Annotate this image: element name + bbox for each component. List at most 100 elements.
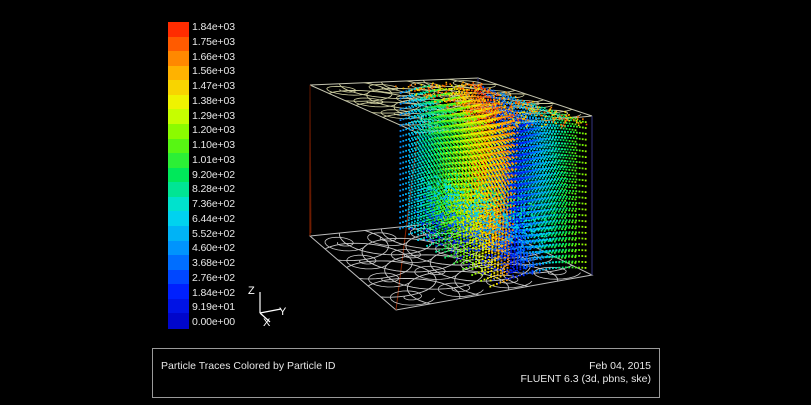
particle-point — [403, 129, 405, 131]
particle-point — [451, 217, 453, 219]
particle-point — [431, 176, 433, 178]
particle-point — [415, 127, 417, 129]
particle-point — [405, 101, 407, 103]
particle-point — [423, 99, 425, 101]
particle-point — [409, 151, 411, 153]
particle-point — [438, 148, 440, 150]
particle-point — [414, 215, 416, 217]
particle-point — [526, 156, 528, 158]
particle-point — [427, 164, 429, 166]
particle-point — [402, 227, 404, 229]
particle-point — [436, 234, 438, 236]
particle-point — [457, 150, 459, 152]
particle-point — [415, 122, 417, 124]
particle-point — [422, 121, 424, 123]
particle-point — [405, 182, 407, 184]
particle-point — [421, 147, 423, 149]
particle-point — [459, 183, 461, 185]
particle-point — [440, 176, 442, 178]
particle-point — [422, 138, 424, 140]
particle-point — [519, 163, 521, 165]
particle-point — [414, 210, 416, 212]
particle-point — [453, 179, 455, 181]
particle-point — [418, 184, 420, 186]
particle-point — [414, 169, 416, 171]
particle-point — [454, 145, 456, 147]
particle-point — [414, 212, 416, 214]
particle-point — [493, 90, 495, 92]
particle-point — [460, 251, 462, 253]
particle-point — [504, 101, 506, 103]
particle-point — [417, 190, 419, 192]
particle-point — [430, 104, 432, 106]
particle-point — [411, 164, 413, 166]
particle-point — [489, 107, 491, 109]
particle-trace-3d-view[interactable] — [0, 0, 811, 345]
particle-point — [437, 205, 439, 207]
particle-point — [459, 166, 461, 168]
particle-point — [438, 177, 440, 179]
particle-point — [459, 128, 461, 130]
particle-point — [442, 124, 444, 126]
particle-point — [504, 95, 506, 97]
particle-point — [426, 219, 428, 221]
particle-point — [414, 147, 416, 149]
particle-point — [467, 97, 469, 99]
particle-point — [433, 198, 435, 200]
particle-point — [422, 127, 424, 129]
particle-point — [528, 197, 530, 199]
particle-point — [457, 229, 459, 231]
particle-point — [431, 141, 433, 143]
particle-point — [466, 101, 468, 103]
particle-point — [441, 158, 443, 160]
particle-point — [493, 107, 495, 109]
particle-point — [433, 173, 435, 175]
particle-point — [472, 169, 474, 171]
particle-point — [452, 128, 454, 130]
particle-point — [493, 121, 495, 123]
particle-point — [465, 120, 467, 122]
particle-point — [455, 133, 457, 135]
particle-point — [418, 154, 420, 156]
particle-point — [457, 246, 459, 248]
particle-point — [437, 174, 439, 176]
particle-point — [408, 203, 410, 205]
particle-point — [446, 222, 448, 224]
particle-point — [417, 152, 419, 154]
particle-point — [405, 96, 407, 98]
particle-point — [414, 142, 416, 144]
particle-point — [432, 137, 434, 139]
particle-point — [422, 116, 424, 118]
particle-point — [466, 96, 468, 98]
particle-point — [402, 151, 404, 153]
particle-point — [418, 217, 420, 219]
particle-point — [414, 204, 416, 206]
particle-point — [403, 102, 405, 104]
particle-point — [412, 123, 414, 125]
particle-point — [420, 213, 422, 215]
particle-point — [502, 95, 504, 97]
particle-point — [486, 96, 488, 98]
particle-point — [426, 157, 428, 159]
particle-point — [447, 157, 449, 159]
particle-point — [444, 248, 446, 250]
particle-point — [451, 88, 453, 90]
particle-point — [422, 160, 424, 162]
particle-point — [453, 185, 455, 187]
particle-point — [411, 224, 413, 226]
particle-point — [445, 112, 447, 114]
particle-point — [408, 187, 410, 189]
particle-point — [516, 135, 518, 137]
particle-point — [430, 191, 432, 193]
particle-point — [403, 108, 405, 110]
particle-point — [435, 114, 437, 116]
particle-point — [402, 162, 404, 164]
particle-point — [409, 135, 411, 137]
particle-point — [441, 101, 443, 103]
particle-point — [433, 151, 435, 153]
particle-point — [423, 163, 425, 165]
particle-point — [405, 193, 407, 195]
particle-point — [523, 127, 525, 129]
particle-point — [423, 185, 425, 187]
particle-point — [429, 121, 431, 123]
